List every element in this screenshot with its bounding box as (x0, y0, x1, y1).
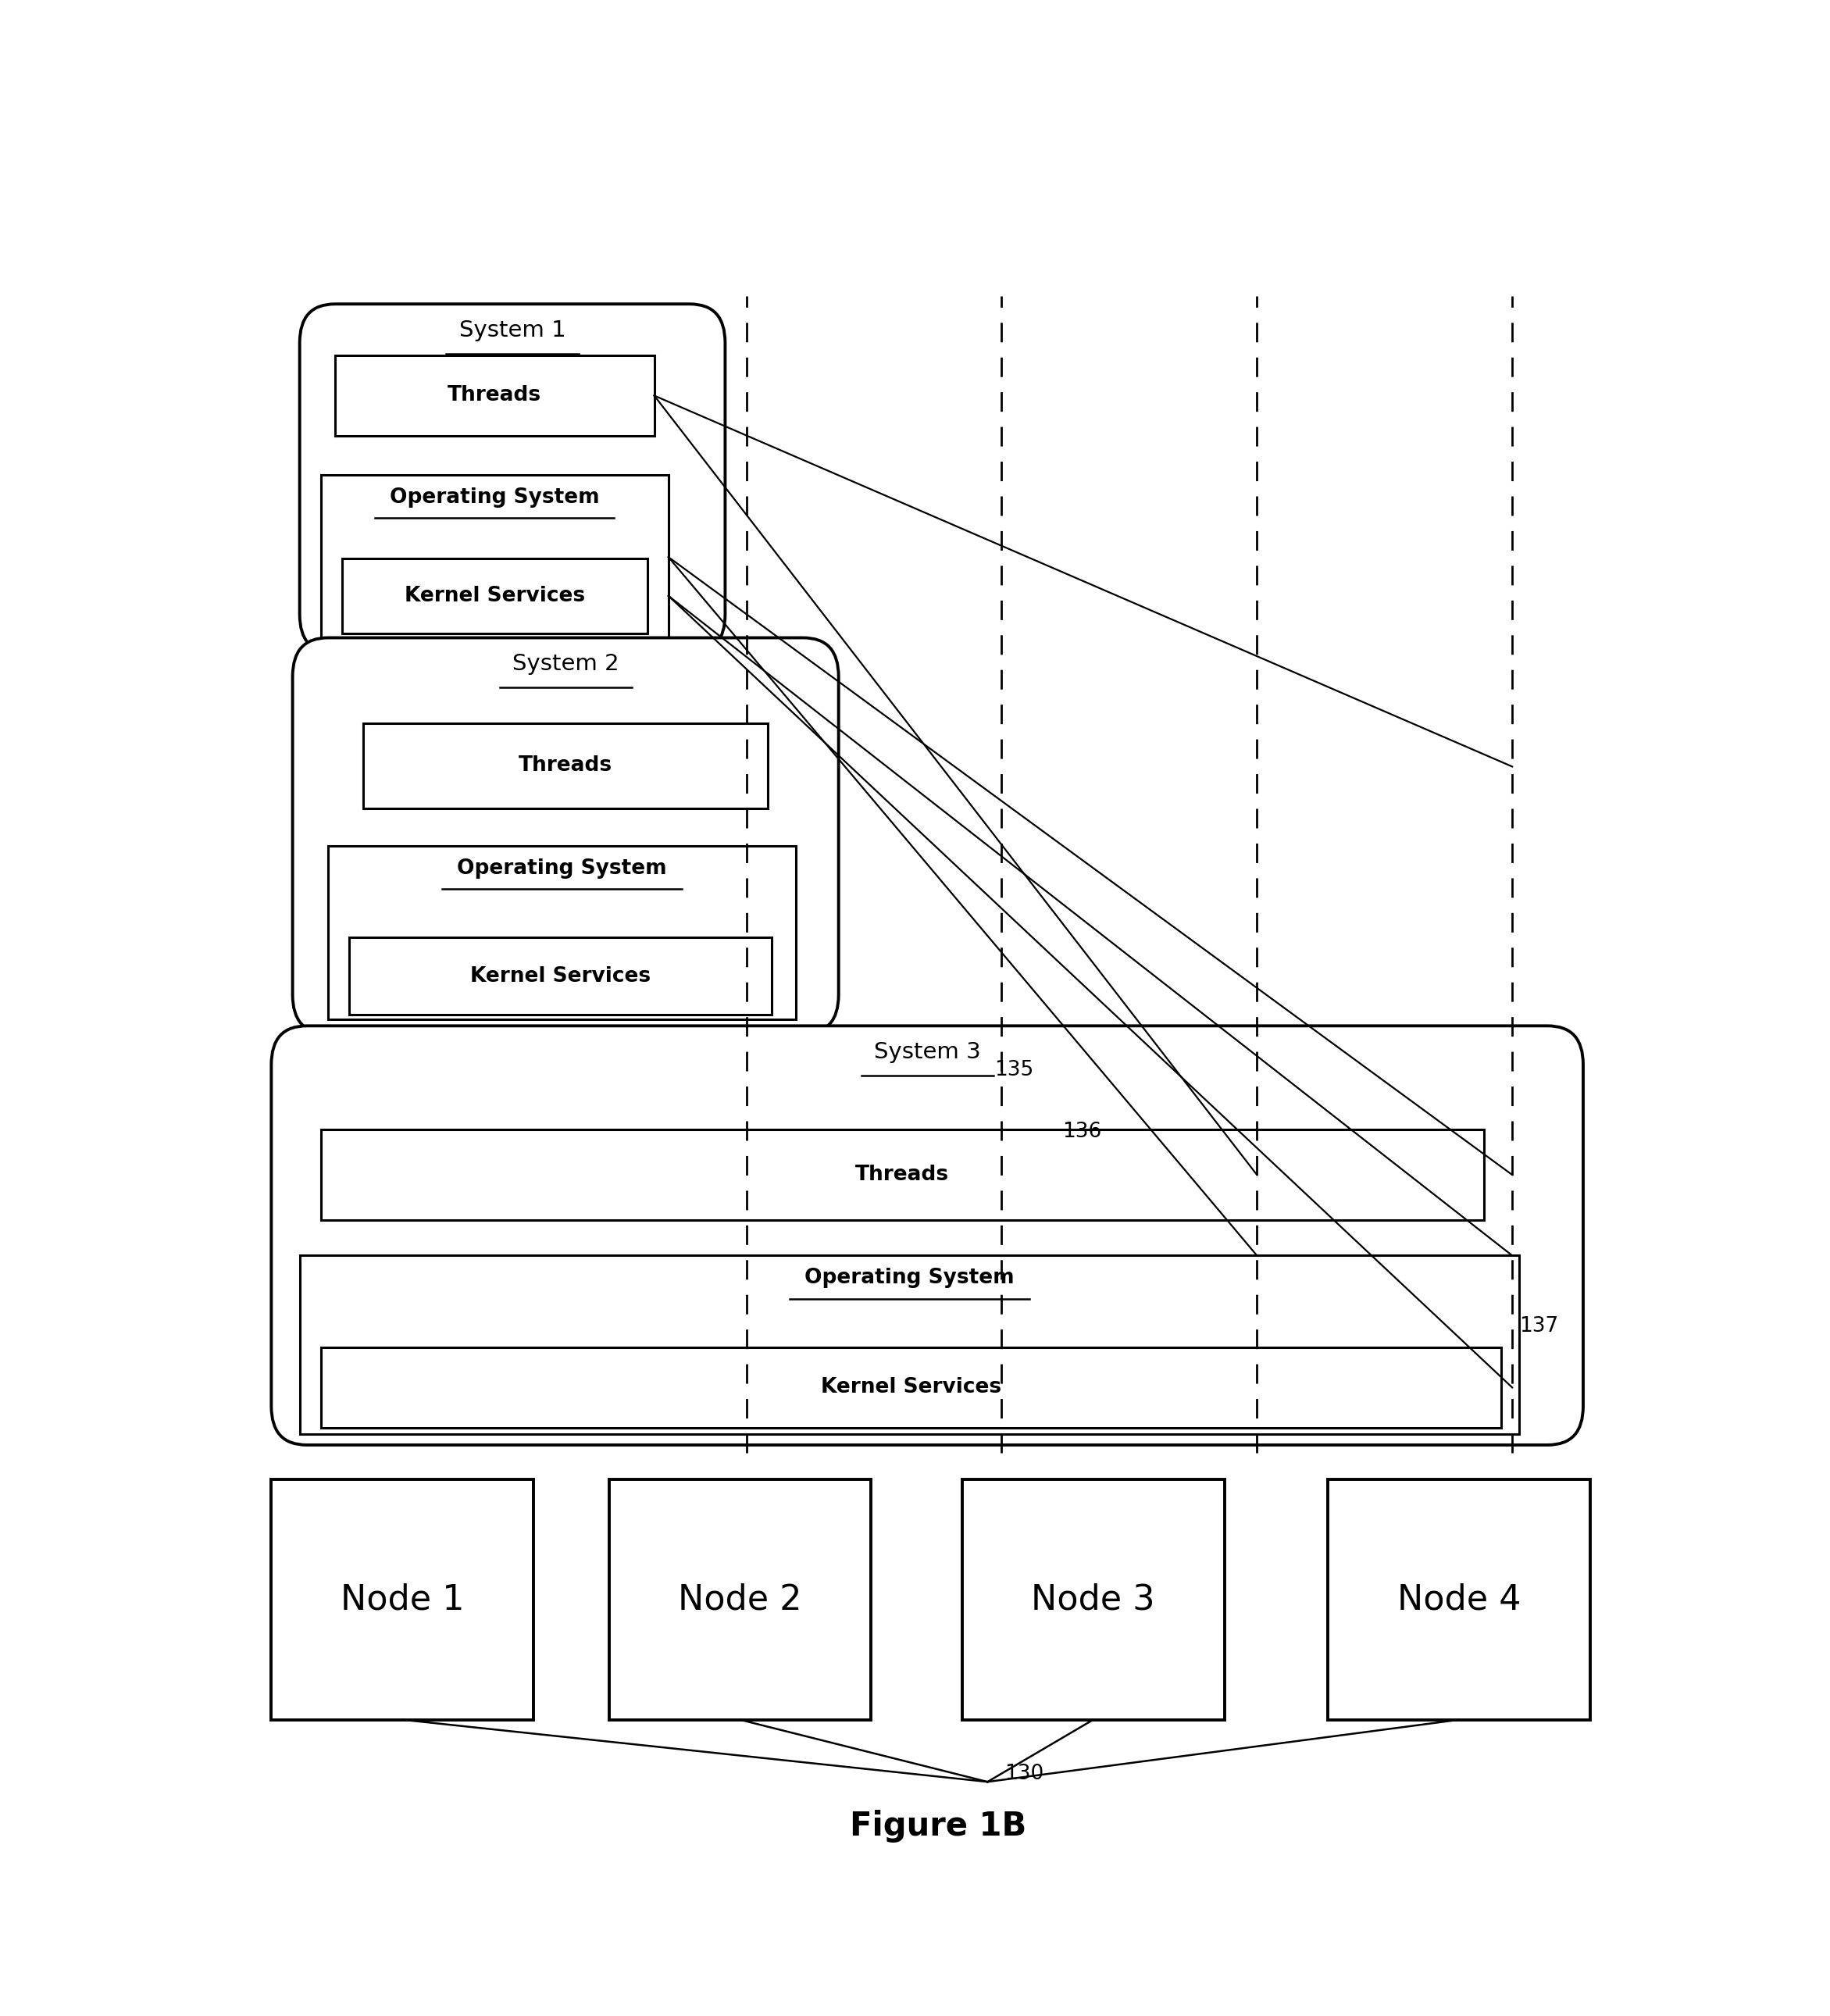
Text: Node 3: Node 3 (1032, 1583, 1155, 1617)
Text: 130: 130 (1005, 1764, 1043, 1784)
Text: Node 2: Node 2 (679, 1583, 802, 1617)
Bar (271, 1480, 534, 1720)
Bar (350, 937, 772, 1014)
Text: 137: 137 (1519, 1316, 1559, 1337)
Text: Threads: Threads (855, 1165, 950, 1185)
Text: Kernel Services: Kernel Services (470, 966, 651, 986)
Bar (320, 1129, 1484, 1220)
Text: Node 1: Node 1 (340, 1583, 465, 1617)
Text: Operating System: Operating System (458, 859, 666, 879)
Text: 136: 136 (1063, 1123, 1102, 1143)
Text: Node 4: Node 4 (1396, 1583, 1521, 1617)
Text: Kernel Services: Kernel Services (820, 1377, 1001, 1397)
Bar (364, 724, 769, 808)
Bar (320, 474, 668, 637)
Bar (963, 1480, 1224, 1720)
Text: Threads: Threads (448, 385, 542, 405)
Bar (328, 847, 796, 1020)
Bar (1329, 1480, 1590, 1720)
FancyBboxPatch shape (300, 304, 725, 653)
Text: Figure 1B: Figure 1B (849, 1810, 1027, 1843)
FancyBboxPatch shape (293, 637, 838, 1034)
Text: System 3: System 3 (875, 1042, 981, 1062)
Text: Kernel Services: Kernel Services (404, 587, 586, 607)
Text: Threads: Threads (518, 756, 613, 776)
Text: System 2: System 2 (512, 653, 619, 675)
Bar (609, 1480, 871, 1720)
Bar (342, 558, 648, 633)
Text: Operating System: Operating System (805, 1268, 1014, 1288)
Bar (300, 1256, 1519, 1433)
Text: System 1: System 1 (459, 319, 565, 341)
FancyBboxPatch shape (271, 1026, 1583, 1445)
Bar (335, 355, 655, 435)
Text: 135: 135 (996, 1060, 1034, 1081)
Text: Operating System: Operating System (390, 488, 600, 508)
Bar (320, 1347, 1501, 1427)
